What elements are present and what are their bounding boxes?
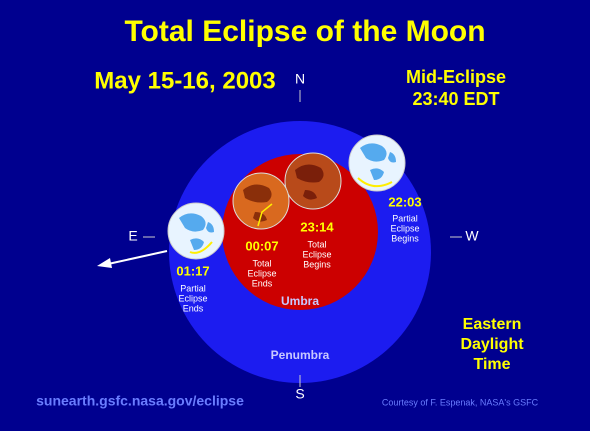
event-text: Total [307, 239, 326, 249]
penumbra-label: Penumbra [271, 348, 330, 362]
event-text: Partial [392, 213, 418, 223]
title: Total Eclipse of the Moon [124, 15, 485, 48]
east: E [128, 228, 137, 244]
event-text: Eclipse [302, 249, 331, 259]
event-text: Partial [180, 283, 206, 293]
event-text: Eclipse [390, 223, 419, 233]
event-time: 23:14 [300, 219, 334, 234]
url: sunearth.gsfc.nasa.gov/eclipse [36, 393, 244, 409]
date: May 15-16, 2003 [94, 67, 275, 94]
west: W [465, 228, 479, 244]
event-text: Ends [183, 303, 204, 313]
moon-total-begin [284, 152, 342, 210]
event-text: Begins [391, 233, 419, 243]
event-time: 00:07 [245, 238, 278, 253]
event-text: Eclipse [178, 293, 207, 303]
motion-arrow [97, 250, 168, 268]
timezone: Eastern [463, 316, 522, 333]
moon-total-end [232, 172, 290, 230]
moon-partial-begin [348, 134, 406, 192]
event-time: 22:03 [388, 194, 421, 209]
event-text: Total [252, 258, 271, 268]
south: S [295, 386, 304, 402]
event-text: Eclipse [247, 268, 276, 278]
mid-eclipse-label: Mid-Eclipse [406, 67, 506, 87]
mid-eclipse-time: 23:40 EDT [412, 89, 499, 109]
event-text: Ends [252, 278, 273, 288]
umbra-label: Umbra [281, 294, 319, 308]
moon-partial-end [167, 202, 225, 260]
timezone: Daylight [460, 336, 524, 353]
credit: Courtesy of F. Espenak, NASA's GSFC [382, 397, 539, 407]
event-text: Begins [303, 259, 331, 269]
north: N [295, 71, 305, 87]
event-time: 01:17 [176, 263, 209, 278]
timezone: Time [473, 356, 510, 373]
